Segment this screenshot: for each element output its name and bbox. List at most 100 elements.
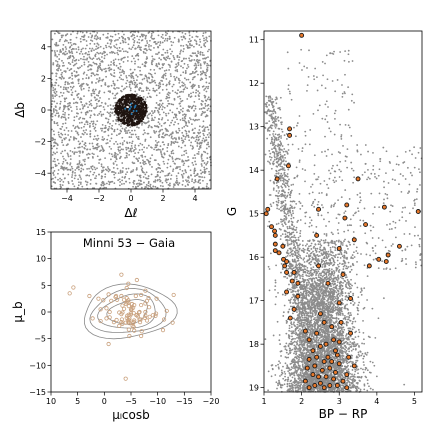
field-star-point — [203, 61, 205, 64]
field-star-point — [153, 148, 155, 151]
field-star-point — [155, 94, 158, 97]
field-star-point — [194, 127, 196, 130]
field-star-point — [62, 160, 65, 163]
cmd-field-point — [278, 360, 280, 363]
field-star-point — [65, 86, 67, 89]
field-star-point — [98, 77, 101, 79]
cmd-field-point — [308, 302, 311, 305]
field-star-point — [165, 178, 168, 181]
field-star-point — [168, 35, 171, 38]
field-star-point — [187, 134, 190, 137]
field-star-point — [189, 169, 192, 172]
field-star-point — [68, 104, 71, 107]
field-star-point — [152, 185, 155, 188]
field-star-point — [90, 167, 93, 169]
field-star-point — [69, 149, 72, 152]
field-star-point — [57, 44, 60, 47]
field-star-point — [167, 119, 169, 122]
field-star-point — [170, 152, 173, 155]
field-star-point — [190, 141, 193, 144]
field-star-point — [157, 41, 160, 44]
field-star-point — [67, 173, 70, 176]
cmd-field-point — [331, 282, 334, 285]
field-star-point — [58, 67, 60, 70]
field-star-point — [144, 52, 147, 55]
field-star-point — [71, 86, 74, 89]
field-star-point — [134, 144, 137, 147]
field-star-point — [84, 163, 86, 166]
field-star-point — [94, 126, 97, 129]
field-star-point — [157, 62, 160, 65]
field-star-point — [195, 91, 197, 94]
field-star-point — [205, 37, 208, 39]
field-star-point — [104, 127, 107, 130]
field-star-point — [153, 46, 155, 49]
field-star-point — [166, 49, 169, 52]
field-star-point — [166, 105, 169, 107]
field-star-point — [167, 94, 170, 97]
field-star-point — [82, 47, 84, 50]
field-star-point — [93, 113, 96, 116]
field-star-point — [134, 90, 137, 93]
field-star-point — [55, 72, 58, 75]
field-star-point — [191, 106, 193, 109]
cluster-member-point — [140, 119, 143, 123]
field-star-point — [110, 153, 113, 156]
field-star-point — [75, 58, 78, 61]
field-star-point — [55, 75, 58, 78]
cluster-member-point — [124, 121, 127, 125]
field-star-point — [137, 182, 139, 185]
field-star-point — [53, 120, 56, 123]
field-star-point — [131, 33, 134, 36]
field-star-point — [77, 184, 80, 187]
field-star-point — [161, 76, 163, 79]
field-star-point — [207, 143, 210, 146]
field-star-point — [129, 131, 131, 134]
field-star-point — [208, 48, 210, 51]
field-star-point — [149, 160, 151, 163]
field-star-point — [79, 183, 82, 185]
field-star-point — [182, 48, 185, 50]
pm-y-tick-label: −10 — [29, 361, 46, 370]
field-star-point — [93, 166, 96, 169]
field-star-point — [109, 35, 112, 38]
field-star-point — [53, 170, 56, 172]
field-star-point — [103, 57, 106, 60]
cluster-member-point — [118, 104, 121, 107]
field-star-point — [142, 90, 145, 92]
field-star-point — [166, 166, 169, 169]
field-star-point — [123, 177, 126, 179]
field-star-point — [198, 98, 201, 101]
field-star-point — [115, 140, 117, 143]
field-star-point — [114, 172, 117, 174]
field-star-point — [165, 114, 168, 117]
field-star-point — [91, 165, 94, 168]
field-star-point — [198, 125, 201, 128]
field-star-point — [176, 141, 179, 144]
field-star-point — [82, 82, 85, 85]
cmd-field-point — [343, 350, 345, 353]
field-star-point — [175, 63, 178, 66]
field-star-point — [204, 99, 207, 102]
field-star-point — [184, 185, 187, 188]
field-star-point — [126, 60, 129, 62]
field-star-point — [195, 89, 198, 92]
field-star-point — [161, 66, 164, 69]
field-star-point — [107, 32, 109, 35]
field-star-point — [133, 180, 136, 182]
field-star-point — [127, 146, 130, 149]
field-star-point — [161, 128, 164, 131]
pm-title: Minni 53 − Gaia — [83, 236, 175, 250]
field-star-point — [90, 120, 93, 123]
field-star-point — [62, 110, 65, 113]
cmd-field-point — [363, 287, 366, 290]
field-star-point — [99, 96, 101, 99]
field-star-point — [51, 72, 54, 75]
field-star-point — [69, 106, 72, 109]
field-star-point — [61, 59, 63, 62]
field-star-point — [79, 151, 81, 154]
field-star-point — [114, 122, 117, 125]
field-star-point — [97, 100, 100, 103]
field-star-point — [77, 178, 80, 181]
field-star-point — [74, 127, 76, 130]
